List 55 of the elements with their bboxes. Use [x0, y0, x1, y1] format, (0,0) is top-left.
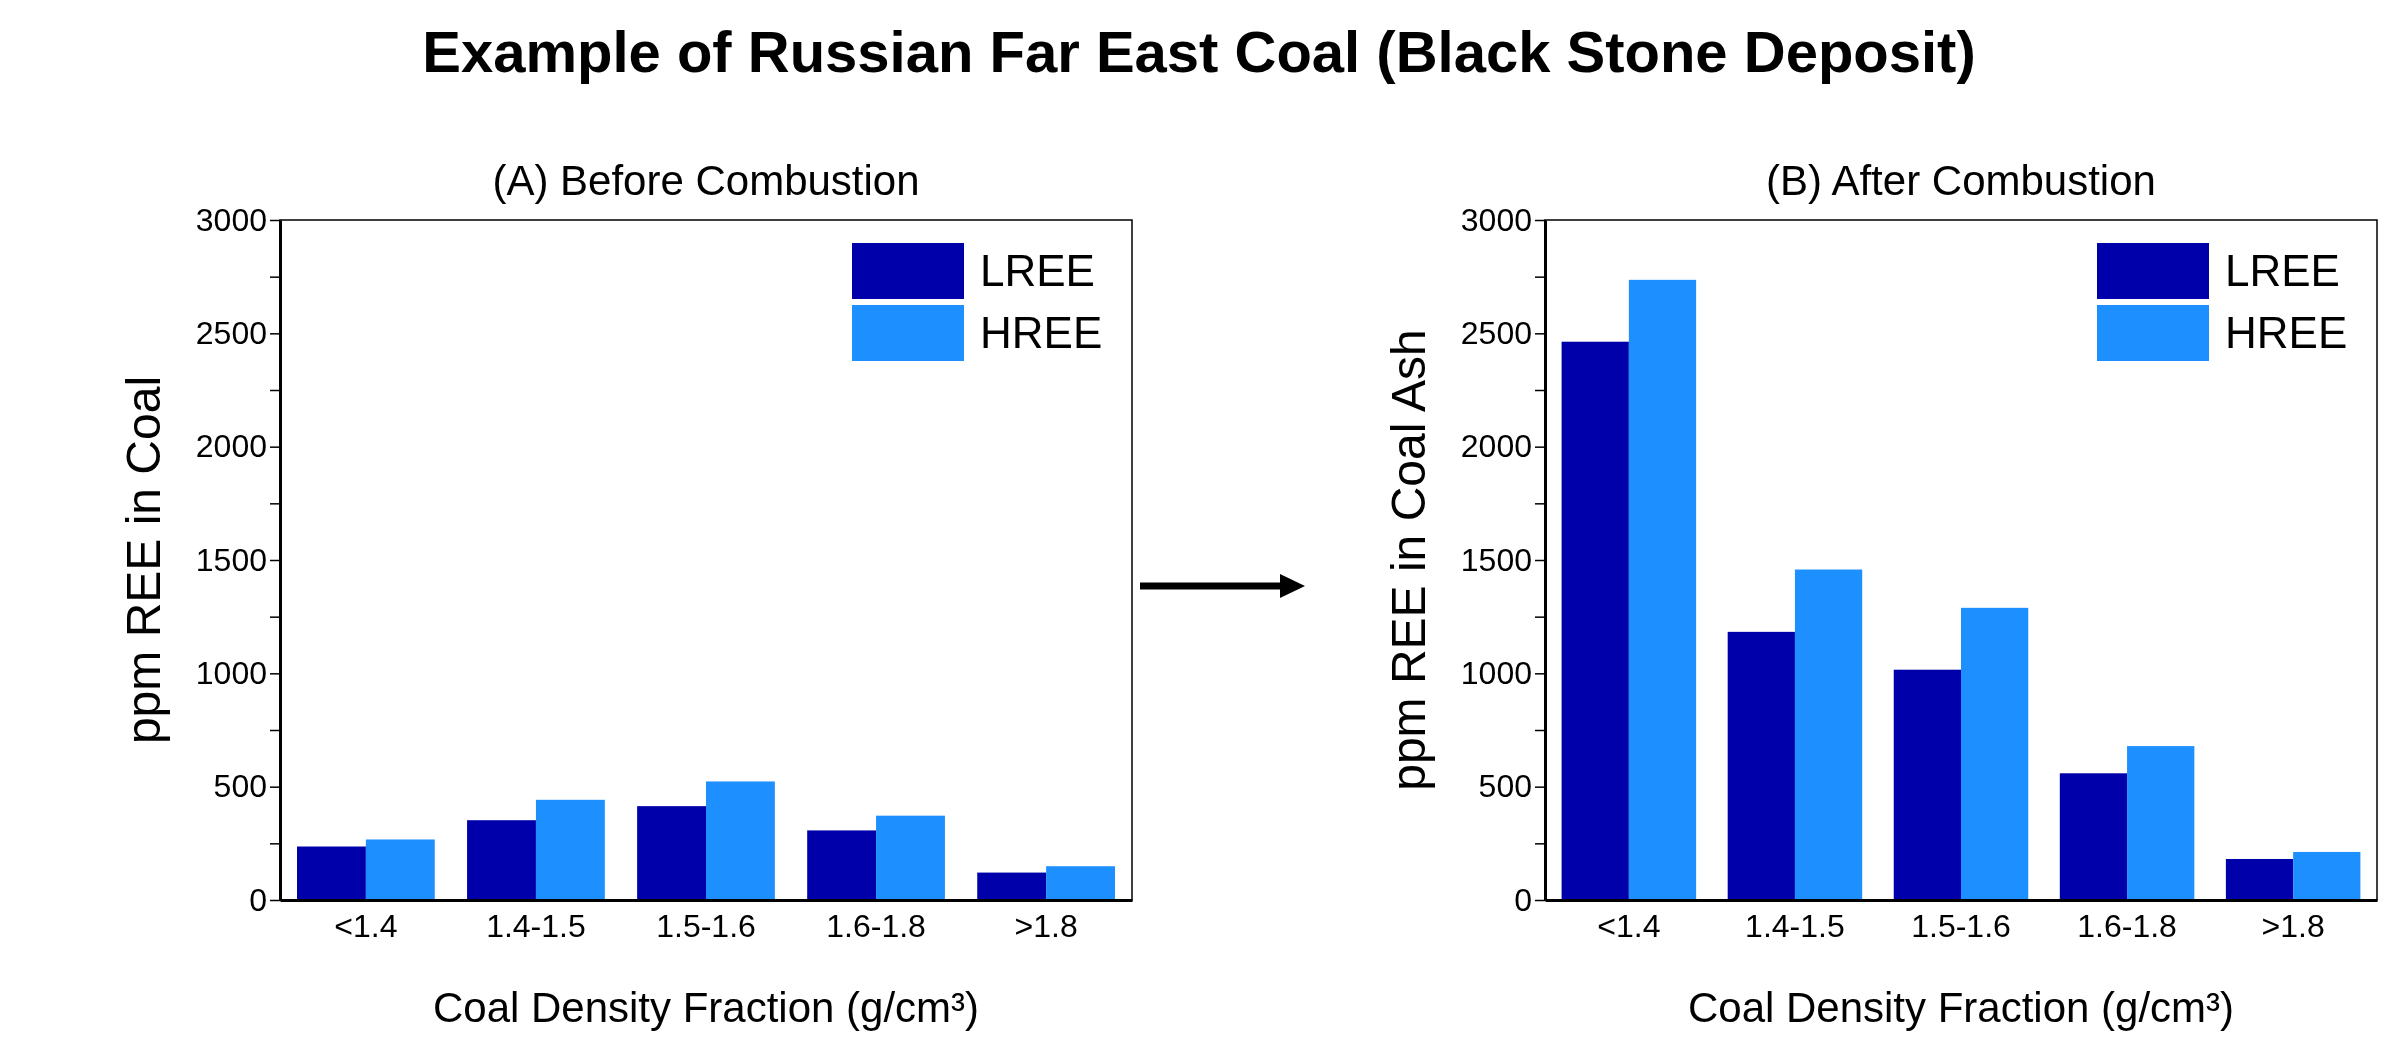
x-axis-title: Coal Density Fraction (g/cm³)	[432, 984, 980, 1031]
bar	[1046, 866, 1115, 900]
x-axis-title: Coal Density Fraction (g/cm³)	[1687, 984, 2235, 1031]
x-tick-label: <1.4	[1597, 907, 1661, 944]
y-tick-label: 500	[213, 768, 267, 805]
bar	[807, 830, 877, 900]
legend-label: LREE	[980, 246, 1095, 295]
x-tick-label: >1.8	[2261, 907, 2325, 944]
bar	[876, 815, 945, 900]
bar	[637, 806, 706, 900]
bar	[2059, 773, 2128, 900]
x-tick-label: 1.6-1.8	[826, 907, 926, 944]
x-tick-label: 1.5-1.6	[656, 907, 756, 944]
text: Example of Russian Far East Coal (Black Stone Deposit)	[422, 19, 1976, 84]
bar	[297, 846, 366, 900]
y-axis-title: ppm REE in Coal	[117, 375, 170, 745]
x-tick-label: 1.4-1.5	[1745, 907, 1845, 944]
legend-label: LREE	[2225, 246, 2340, 295]
x-tick-label: <1.4	[334, 907, 398, 944]
y-tick-label: 2000	[1460, 428, 1532, 465]
y-tick-label: 0	[1514, 881, 1532, 918]
y-tick-label: 0	[249, 881, 267, 918]
bar	[2225, 858, 2294, 900]
x-tick-label: >1.8	[1014, 907, 1078, 944]
bar	[977, 872, 1047, 900]
bar	[2127, 746, 2195, 900]
y-tick-label: 3000	[1460, 201, 1532, 238]
bar	[365, 839, 435, 900]
bar	[535, 799, 605, 900]
y-tick-label: 2500	[195, 315, 267, 352]
chart-title: (B) After Combustion	[1766, 157, 2156, 204]
bar	[1893, 669, 1961, 900]
bar	[467, 820, 536, 900]
y-tick-label: 500	[1478, 768, 1532, 805]
y-tick-label: 3000	[195, 201, 267, 238]
y-tick-label: 2000	[195, 428, 267, 465]
bar	[1794, 569, 1863, 900]
bar	[1961, 607, 2029, 900]
bar	[706, 781, 775, 900]
bar	[2293, 851, 2361, 900]
chart-title: (A) Before Combustion	[492, 157, 920, 204]
x-tick-label: 1.4-1.5	[486, 907, 586, 944]
y-axis-title: ppm REE in Coal Ash	[1382, 329, 1435, 791]
y-tick-label: 1000	[1460, 655, 1532, 692]
bar	[1727, 631, 1795, 900]
x-tick-label: 1.5-1.6	[1911, 907, 2011, 944]
legend-label: HREE	[2225, 308, 2348, 357]
y-tick-label: 1500	[195, 541, 267, 578]
y-tick-label: 1500	[1460, 541, 1532, 578]
bar	[1628, 279, 1697, 900]
x-tick-label: 1.6-1.8	[2077, 907, 2177, 944]
y-tick-label: 1000	[195, 655, 267, 692]
bar	[1561, 341, 1629, 900]
legend-label: HREE	[980, 308, 1103, 357]
y-tick-label: 2500	[1460, 315, 1532, 352]
